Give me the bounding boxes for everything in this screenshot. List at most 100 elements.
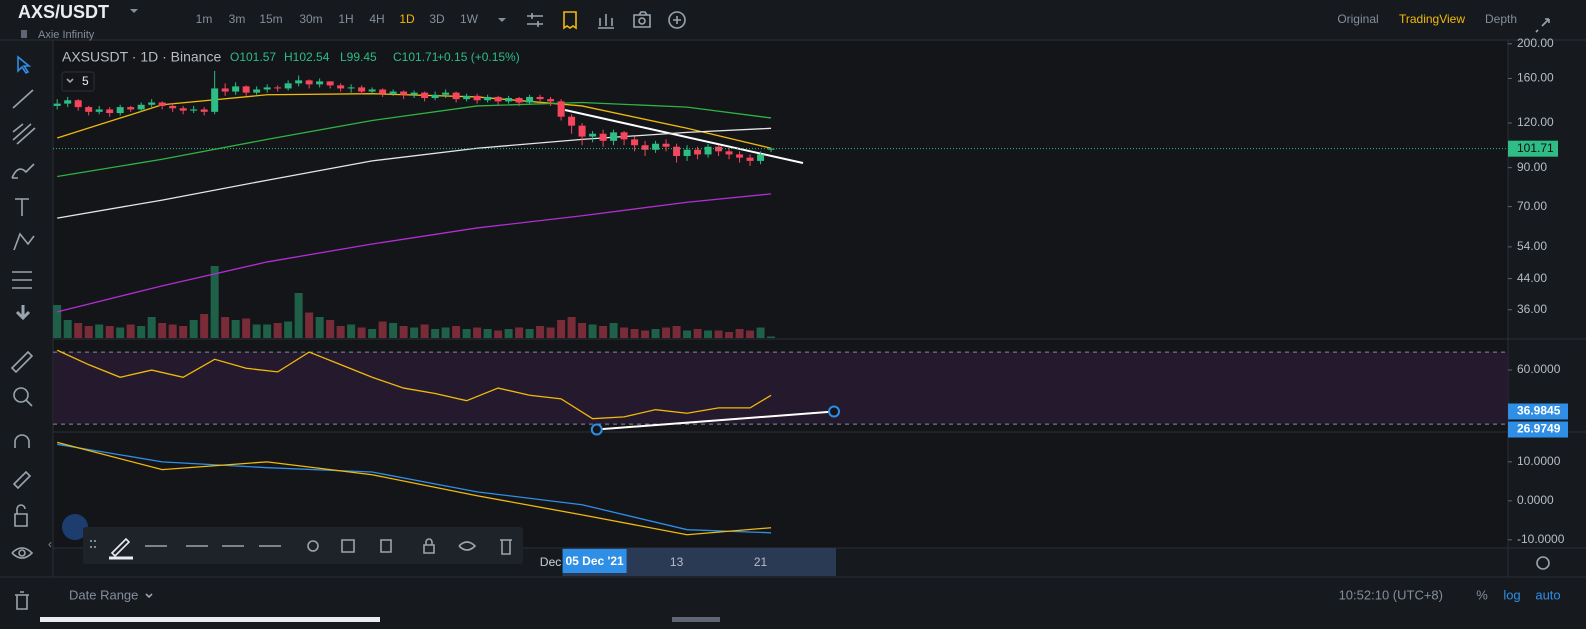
volume-bar xyxy=(158,323,167,338)
candle-body xyxy=(274,87,282,89)
view-tab[interactable]: Original xyxy=(1337,12,1378,26)
indicator-toggle[interactable] xyxy=(61,71,95,92)
collapse-arrow[interactable]: ‹ xyxy=(48,537,52,551)
volume-bar xyxy=(357,327,366,338)
volume-bar xyxy=(252,324,261,338)
candle-body xyxy=(410,92,418,95)
volume-bar xyxy=(725,332,734,338)
candle-body xyxy=(190,109,198,111)
indicator-chevron xyxy=(66,78,74,84)
candle-body xyxy=(694,149,702,155)
candle-body xyxy=(53,103,61,106)
x-tick-label-front: 21 xyxy=(754,555,768,569)
chart-area xyxy=(53,40,1508,548)
candle-body xyxy=(106,109,114,114)
volume-bar xyxy=(179,326,188,338)
candle-body xyxy=(158,102,166,106)
view-tab[interactable]: Depth xyxy=(1485,12,1517,26)
interval[interactable]: 30m xyxy=(299,12,322,26)
interval[interactable]: 15m xyxy=(259,12,282,26)
candle-body xyxy=(221,88,229,92)
token-icon xyxy=(21,30,27,38)
volume-bar xyxy=(641,330,650,338)
y-tick-label: 120.00 xyxy=(1517,115,1554,129)
candle-body xyxy=(116,107,124,114)
candle-body xyxy=(337,85,345,89)
symbol-dropdown[interactable] xyxy=(130,9,138,13)
anchor-point[interactable] xyxy=(828,405,841,418)
volume-bar xyxy=(515,327,524,338)
anchor-point[interactable] xyxy=(590,423,603,436)
last-price-box xyxy=(1508,140,1558,157)
floating-toolbar xyxy=(62,514,523,564)
candle-body xyxy=(305,80,313,85)
volume-bar xyxy=(273,323,282,338)
interval[interactable]: 1H xyxy=(338,12,353,26)
volume-bar xyxy=(588,324,597,338)
date-range-chevron xyxy=(145,593,153,599)
log-toggle[interactable]: log xyxy=(1503,587,1520,602)
volume-bar xyxy=(441,327,450,338)
auto-toggle[interactable]: auto xyxy=(1535,587,1560,602)
candle-body xyxy=(505,98,513,102)
candle-body xyxy=(316,81,324,85)
volume-bar xyxy=(672,326,681,338)
candle-body xyxy=(515,98,523,103)
volume-bar xyxy=(378,321,387,338)
volume-bar xyxy=(53,305,62,338)
y-tick-label: 54.00 xyxy=(1517,239,1547,253)
candle-body xyxy=(179,108,187,111)
indicator-line xyxy=(57,441,772,536)
settings[interactable] xyxy=(1536,556,1550,570)
candle-body xyxy=(683,149,691,157)
candle-body xyxy=(200,109,208,112)
candle-body xyxy=(641,145,649,150)
candle-body xyxy=(368,89,376,92)
volume-bar xyxy=(536,326,545,338)
annotation-label: 26.9749 xyxy=(1517,422,1561,436)
candle-body xyxy=(473,95,481,101)
candle-body xyxy=(757,154,765,161)
candle-body xyxy=(589,133,597,137)
volume-bar xyxy=(767,336,776,338)
scrollbar-thumb[interactable] xyxy=(672,617,720,622)
volume-bar xyxy=(74,323,83,338)
volume-bar xyxy=(263,324,272,338)
header-tools[interactable] xyxy=(527,11,686,30)
interval[interactable]: 3m xyxy=(229,12,246,26)
trend-line[interactable] xyxy=(564,109,804,164)
view-tab[interactable]: TradingView xyxy=(1399,12,1465,26)
toolbar-icons[interactable] xyxy=(90,537,512,560)
volume-bar xyxy=(704,330,713,338)
x-tick-label: Dec xyxy=(540,555,561,569)
y-tick-label: 44.00 xyxy=(1517,271,1547,285)
rsi-trend-line[interactable] xyxy=(596,410,835,431)
interval[interactable]: 1W xyxy=(460,12,479,26)
volume-bar xyxy=(494,330,503,338)
candle-body xyxy=(242,86,250,93)
interval[interactable]: 1m xyxy=(196,12,213,26)
candle-body xyxy=(568,116,576,126)
legend-value: +0.15 (+0.15%) xyxy=(437,50,520,64)
volume-bar xyxy=(746,330,755,338)
scrollbar[interactable] xyxy=(40,617,380,622)
fullscreen[interactable] xyxy=(1535,18,1550,33)
candle-body xyxy=(431,94,439,99)
candle-body xyxy=(95,109,103,112)
date-range[interactable]: Date Range xyxy=(69,587,138,602)
volume-bar xyxy=(420,324,429,338)
percent-toggle[interactable]: % xyxy=(1476,587,1488,602)
volume-bar xyxy=(557,320,566,338)
symbol[interactable]: AXS/USDT xyxy=(18,2,109,22)
interval[interactable]: 1D xyxy=(399,12,415,26)
volume-bar xyxy=(95,324,104,338)
interval[interactable]: 4H xyxy=(369,12,384,26)
indicator-line xyxy=(57,443,772,534)
volume-bar xyxy=(452,326,461,338)
indicator-line xyxy=(57,127,772,219)
interval[interactable]: 3D xyxy=(429,12,445,26)
interval-dropdown[interactable] xyxy=(498,18,506,22)
indicator-line xyxy=(57,101,772,178)
volume-bar xyxy=(578,323,587,338)
candle-body xyxy=(620,132,628,140)
